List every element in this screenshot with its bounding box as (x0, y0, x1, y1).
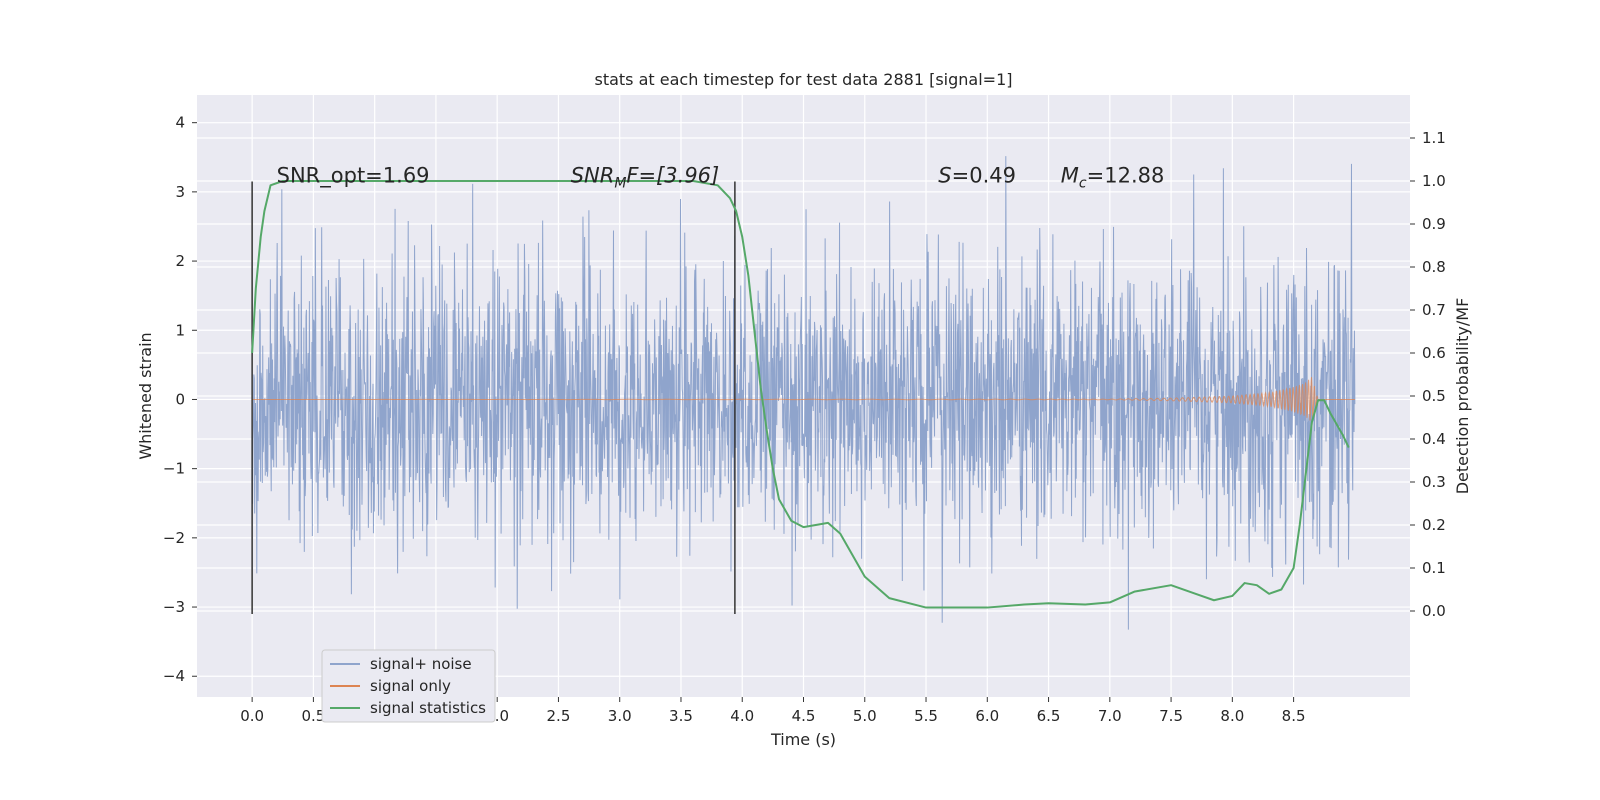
y-tick-label: 2 (175, 252, 185, 270)
x-tick-label: 5.0 (853, 707, 877, 725)
legend-box (321, 649, 496, 723)
y-right-tick-label: 0.2 (1422, 516, 1446, 534)
y-right-tick-label: 0.1 (1422, 559, 1446, 577)
y-right-tick-label: 0.7 (1422, 301, 1446, 319)
x-tick-label: 2.5 (547, 707, 571, 725)
y-tick-label: 0 (175, 390, 185, 408)
annotation-text: S=0.49 (938, 163, 1016, 187)
x-axis-label: Time (s) (770, 730, 836, 749)
y-right-tick-label: 0.4 (1422, 430, 1446, 448)
y-right-tick-label: 0.8 (1422, 258, 1446, 276)
y-right-tick-label: 0.6 (1422, 344, 1446, 362)
vertical-markers (251, 181, 736, 614)
x-tick-label: 3.0 (608, 707, 632, 725)
series-signal-only (252, 377, 1355, 421)
y-tick-label: 3 (175, 183, 185, 201)
legend-entry: signal statistics (370, 699, 486, 717)
y-tick-label: 1 (175, 321, 185, 339)
x-tick-label: 4.0 (730, 707, 754, 725)
annotation-text: Mc=12.88 (1061, 163, 1165, 191)
x-tick-label: 8.0 (1220, 707, 1244, 725)
y-tick-label: −3 (163, 598, 185, 616)
annotation-text: SNRMF=[3.96] (571, 163, 720, 191)
y-tick-label: −4 (163, 667, 185, 685)
annotations: SNR_opt=1.69 SNRMF=[3.96] S=0.49 Mc=12.88 (277, 163, 1165, 191)
x-tick-label: 7.0 (1098, 707, 1122, 725)
y-right-tick-label: 0.0 (1422, 602, 1446, 620)
y-right-tick-label: 1.1 (1422, 129, 1446, 147)
y-right-tick-label: 1.0 (1422, 172, 1446, 190)
chart-title: stats at each timestep for test data 288… (594, 70, 1012, 89)
signal-statistics-line (251, 180, 1350, 609)
x-tick-label: 6.5 (1037, 707, 1061, 725)
y-right-tick-label: 0.5 (1422, 387, 1446, 405)
legend: signal+ noise signal only signal statistic… (321, 649, 496, 723)
y-right-tick-label: 0.3 (1422, 473, 1446, 491)
signal-only-line (252, 377, 1355, 421)
annotation-text: SNR_opt=1.69 (277, 163, 430, 188)
x-tick-label: 8.5 (1282, 707, 1306, 725)
series-signal-plus-noise (251, 156, 1356, 630)
series-signal-statistics (251, 180, 1350, 609)
y-tick-label: −1 (163, 460, 185, 478)
x-tick-label: 3.5 (669, 707, 693, 725)
x-tick-label: 4.5 (792, 707, 816, 725)
y-tick-label: 4 (175, 114, 185, 132)
legend-entry: signal+ noise (370, 655, 472, 673)
x-tick-label: 6.0 (975, 707, 999, 725)
y-axis-label: Whitened strain (136, 332, 155, 459)
x-tick-label: 5.5 (914, 707, 938, 725)
x-tick-label: 0.5 (301, 707, 325, 725)
x-tick-label: 0.0 (240, 707, 264, 725)
y-tick-label: −2 (163, 529, 185, 547)
x-tick-label: 7.5 (1159, 707, 1183, 725)
y-right-tick-label: 0.9 (1422, 215, 1446, 233)
signal-plus-noise-line (251, 156, 1356, 630)
y-axis-right-label: Detection probability/MF (1453, 298, 1472, 495)
legend-entry: signal only (370, 677, 451, 695)
